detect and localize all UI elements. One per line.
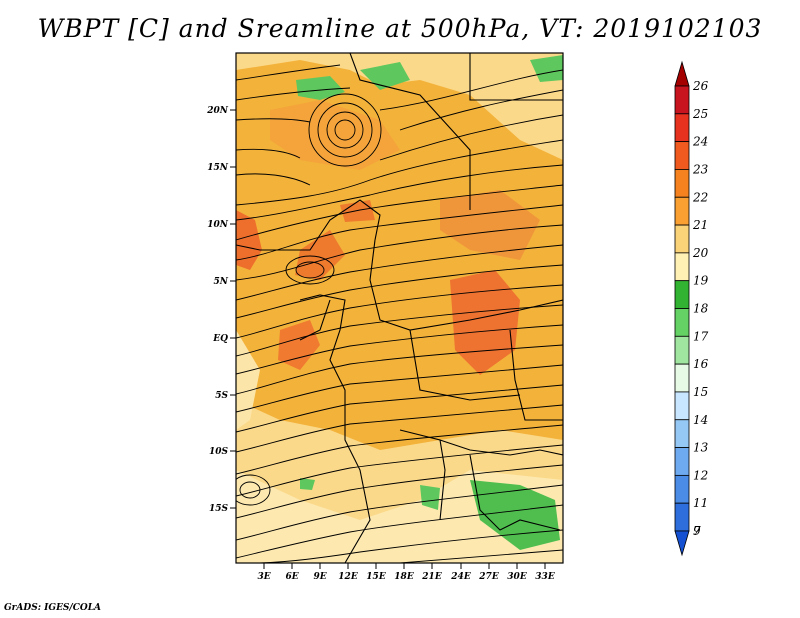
lon-label-30e: 30E bbox=[507, 572, 527, 582]
lon-label-21e: 21E bbox=[421, 572, 442, 582]
colorbar-segment bbox=[674, 169, 690, 198]
hot-spot-coast bbox=[278, 320, 320, 370]
colorbar-label: 22 bbox=[692, 190, 708, 204]
country-borders bbox=[236, 53, 563, 563]
colorbar-label: 23 bbox=[692, 162, 709, 176]
green-region-south bbox=[420, 485, 440, 510]
colorbar-label: 26 bbox=[692, 79, 709, 93]
lat-label-5s: 5S bbox=[215, 391, 228, 401]
colorbar-label: 14 bbox=[693, 413, 708, 427]
lat-label-15s: 15S bbox=[209, 504, 229, 514]
colorbar-label: 17 bbox=[693, 329, 709, 343]
colorbar-label: 20 bbox=[692, 246, 709, 260]
colorbar-label: 18 bbox=[693, 302, 709, 316]
lon-label-9e: 9E bbox=[313, 572, 326, 582]
lon-label-33e: 33E bbox=[535, 572, 555, 582]
longitude-ticks bbox=[263, 563, 546, 569]
colorbar-segment bbox=[674, 363, 690, 393]
lon-label-24e: 24E bbox=[450, 572, 471, 582]
green-patch-sw bbox=[300, 478, 315, 490]
orange-region-east bbox=[440, 190, 540, 260]
colorbar-segment bbox=[674, 141, 690, 170]
lon-label-6e: 6E bbox=[285, 572, 298, 582]
colorbar-segment bbox=[674, 391, 690, 421]
latitude-ticks bbox=[230, 109, 236, 509]
light-region-north bbox=[236, 53, 563, 160]
hot-spot-north bbox=[340, 200, 375, 222]
colorbar-segment bbox=[674, 502, 690, 532]
colorbar-segment bbox=[674, 224, 690, 254]
lat-label-10n: 10N bbox=[207, 220, 229, 230]
lon-label-18e: 18E bbox=[394, 572, 414, 582]
map-field bbox=[236, 53, 563, 563]
colorbar-label: 13 bbox=[693, 441, 709, 455]
green-region-ne bbox=[530, 55, 563, 82]
green-region-n bbox=[360, 62, 410, 90]
colorbar: 26 25 24 23 22 21 20 19 18 17 16 15 14 13 12 11 97 bbox=[674, 60, 709, 557]
lon-label-3e: 3E bbox=[257, 572, 270, 582]
light-region-west bbox=[236, 330, 260, 430]
colorbar-label: 15 bbox=[693, 385, 708, 399]
colorbar-label: 11 bbox=[693, 496, 708, 510]
colorbar-segment bbox=[674, 113, 690, 143]
lat-label-15n: 15N bbox=[207, 163, 229, 173]
grads-credit: GrADS: IGES/COLA bbox=[4, 603, 102, 613]
lat-label-eq: EQ bbox=[212, 334, 228, 344]
colorbar-label: 7 bbox=[693, 524, 701, 538]
colorbar-segment bbox=[674, 474, 690, 504]
colorbar-segment bbox=[674, 196, 690, 226]
colorbar-segment bbox=[674, 447, 690, 476]
lat-label-20n: 20N bbox=[206, 106, 229, 116]
hot-spot-west bbox=[236, 210, 262, 270]
lat-label-5n: 5N bbox=[214, 277, 229, 287]
streamlines bbox=[236, 64, 563, 563]
colorbar-arrow-bottom bbox=[674, 530, 690, 557]
colorbar-segment bbox=[674, 308, 690, 337]
colorbar-segment bbox=[674, 252, 690, 282]
lon-label-15e: 15E bbox=[366, 572, 386, 582]
lon-label-12e: 12E bbox=[338, 572, 358, 582]
hot-spot-east bbox=[450, 270, 520, 375]
hot-spot-center-west bbox=[295, 230, 345, 280]
map-frame bbox=[235, 52, 564, 564]
colorbar-arrow-top bbox=[674, 60, 690, 87]
lat-label-10s: 10S bbox=[209, 447, 229, 457]
colorbar-label: 12 bbox=[693, 468, 708, 482]
colorbar-segment bbox=[674, 280, 690, 309]
chart-title: WBPT [C] and Sreamline at 500hPa, VT: 20… bbox=[37, 14, 763, 43]
latitude-axis: 20N 15N 10N 5N EQ 5S 10S 15S bbox=[206, 106, 236, 514]
green-region-nw bbox=[296, 76, 345, 100]
colorbar-segment bbox=[674, 419, 690, 448]
longitude-axis: 3E 6E 9E 12E 15E 18E 21E 24E 27E 30E 33E bbox=[257, 563, 555, 582]
colorbar-label: 16 bbox=[693, 357, 709, 371]
colorbar-label: 9 bbox=[693, 524, 701, 538]
colorbar-label: 21 bbox=[692, 218, 708, 232]
colorbar-segment bbox=[674, 335, 690, 365]
colorbar-segment bbox=[674, 85, 690, 115]
colorbar-label: 24 bbox=[692, 135, 708, 149]
lon-label-27e: 27E bbox=[478, 572, 499, 582]
colorbar-label: 19 bbox=[693, 274, 709, 288]
colorbar-label: 25 bbox=[692, 107, 708, 121]
orange-region-north bbox=[270, 100, 400, 170]
